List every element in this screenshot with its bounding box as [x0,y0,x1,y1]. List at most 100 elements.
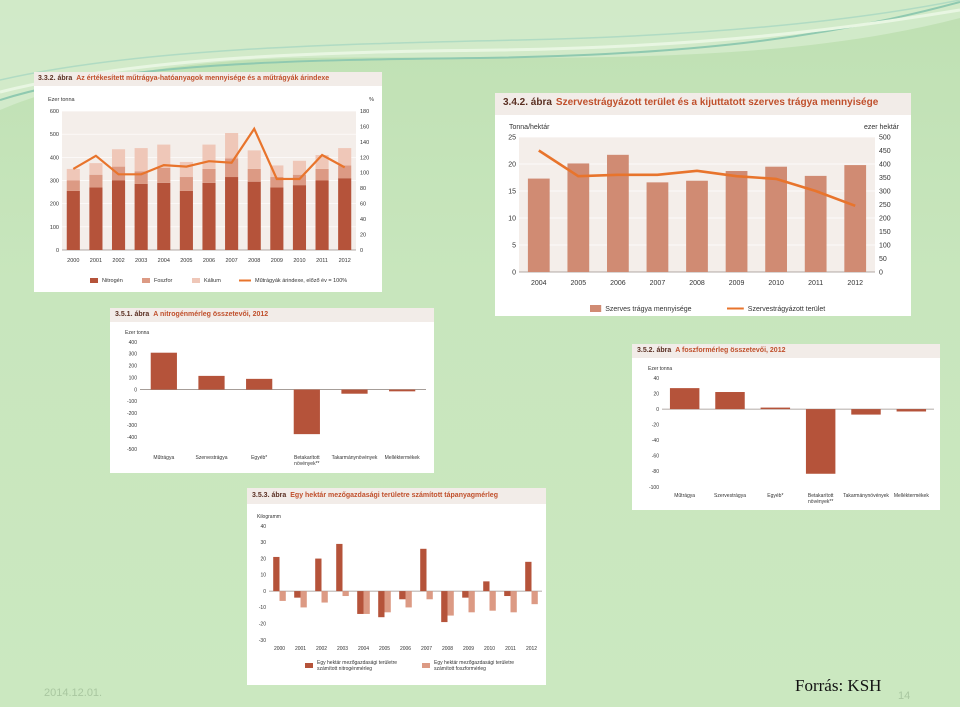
bar [293,389,320,435]
x-tick-label: 2008 [442,646,453,652]
bar [300,591,307,608]
legend-label: Nitrogén [102,278,123,284]
y2-tick-label: 180 [360,109,369,115]
legend-swatch [422,663,430,668]
y2-tick-label: 150 [879,229,891,236]
y-axis-unit: Ezer tonna [648,366,672,372]
bar [225,177,239,250]
bar [338,148,352,166]
y-axis-unit: Tonna/hektár [509,124,550,131]
x-tick-label: Takarmánynövények [843,493,889,499]
y2-tick-label: 0 [360,248,363,254]
chart-number: 3.5.2. ábra [637,347,672,354]
bar [725,171,748,272]
chart-panel-fertilizer: 3.3.2. ábra Az értékesített műtrágya-ható… [34,72,382,292]
bar [198,375,225,390]
bar [426,591,433,600]
x-tick-label: Betakarított növények** [808,493,834,505]
bar [292,160,307,175]
bar [357,591,364,614]
y-tick-label: 100 [129,375,138,381]
y-tick-label: 40 [260,524,266,530]
bar [202,168,216,183]
y-tick-label: 0 [56,248,59,254]
series-line [72,126,346,181]
y-tick-label: 0 [263,589,266,595]
bar [405,591,412,608]
x-tick-label: Melléktermékek [894,493,930,499]
x-tick-label: 2011 [316,258,328,264]
y-tick-label: -20 [652,422,659,428]
bar [378,591,385,618]
bar [202,144,216,169]
bar [686,180,708,272]
legend-swatch [192,278,200,283]
y-tick-label: 400 [129,340,138,346]
page-number: 14 [898,690,911,702]
x-tick-label: 2007 [225,258,237,264]
x-tick-label: Műtrágya [153,455,174,461]
bar [336,543,343,592]
x-tick-label: 2004 [531,280,547,287]
chart-number: 3.3.2. ábra [38,75,73,82]
bar [157,182,171,250]
x-tick-label: 2011 [505,646,516,652]
x-tick-label: 2001 [90,258,102,264]
bar [489,591,496,611]
y2-tick-label: 300 [879,188,891,195]
bar [510,591,517,613]
bar [531,591,538,605]
slide-date: 2014.12.01. [44,687,103,699]
bar [669,388,700,410]
bar [279,591,286,601]
chart-title: A nitrogénmérleg összetevői, 2012 [153,311,269,318]
bar [315,180,329,250]
y-tick-label: 500 [50,132,59,138]
bar [179,190,193,250]
bar [270,177,284,188]
y-tick-label: -80 [652,469,659,475]
bar [607,154,629,272]
y2-axis-unit: ezer hektár [864,124,900,131]
x-tick-label: 2012 [847,280,863,287]
y-tick-label: 20 [653,391,659,397]
bar [111,149,126,167]
source-note: Forrás: KSH [795,676,882,695]
bar [338,165,352,179]
bar [525,561,532,592]
x-tick-label: 2009 [729,280,745,287]
y2-tick-label: 350 [879,175,891,182]
y-tick-label: 400 [50,155,59,161]
x-tick-label: 2002 [316,646,327,652]
x-tick-label: Melléktermékek [385,455,421,461]
x-tick-label: 2005 [180,258,192,264]
y-tick-label: 30 [260,540,266,546]
chart-title: Szervestrágyázott terület és a kijuttato… [555,97,879,108]
x-tick-label: 2007 [421,646,432,652]
bar [246,378,273,390]
bar [247,168,261,182]
x-tick-label: 2003 [135,258,147,264]
y-tick-label: 100 [50,225,59,231]
x-tick-label: 2006 [203,258,215,264]
bar [315,558,322,592]
y-tick-label: 600 [50,109,59,115]
bar [420,548,427,592]
bar [66,168,80,181]
y2-tick-label: 60 [360,202,366,208]
y-tick-label: 300 [129,352,138,358]
y-tick-label: 0 [512,269,516,276]
y-tick-label: 300 [50,178,59,184]
y-tick-label: 0 [134,387,137,393]
bar [896,409,927,412]
bar [483,581,490,592]
x-tick-label: 2004 [358,646,369,652]
bar [89,187,103,250]
bar [851,409,881,415]
y-tick-label: 10 [508,215,516,222]
x-tick-label: 2007 [650,280,666,287]
x-tick-label: 2010 [293,258,305,264]
x-tick-label: Egyéb* [767,493,783,499]
y-axis-unit: Ezer tonna [125,330,149,336]
